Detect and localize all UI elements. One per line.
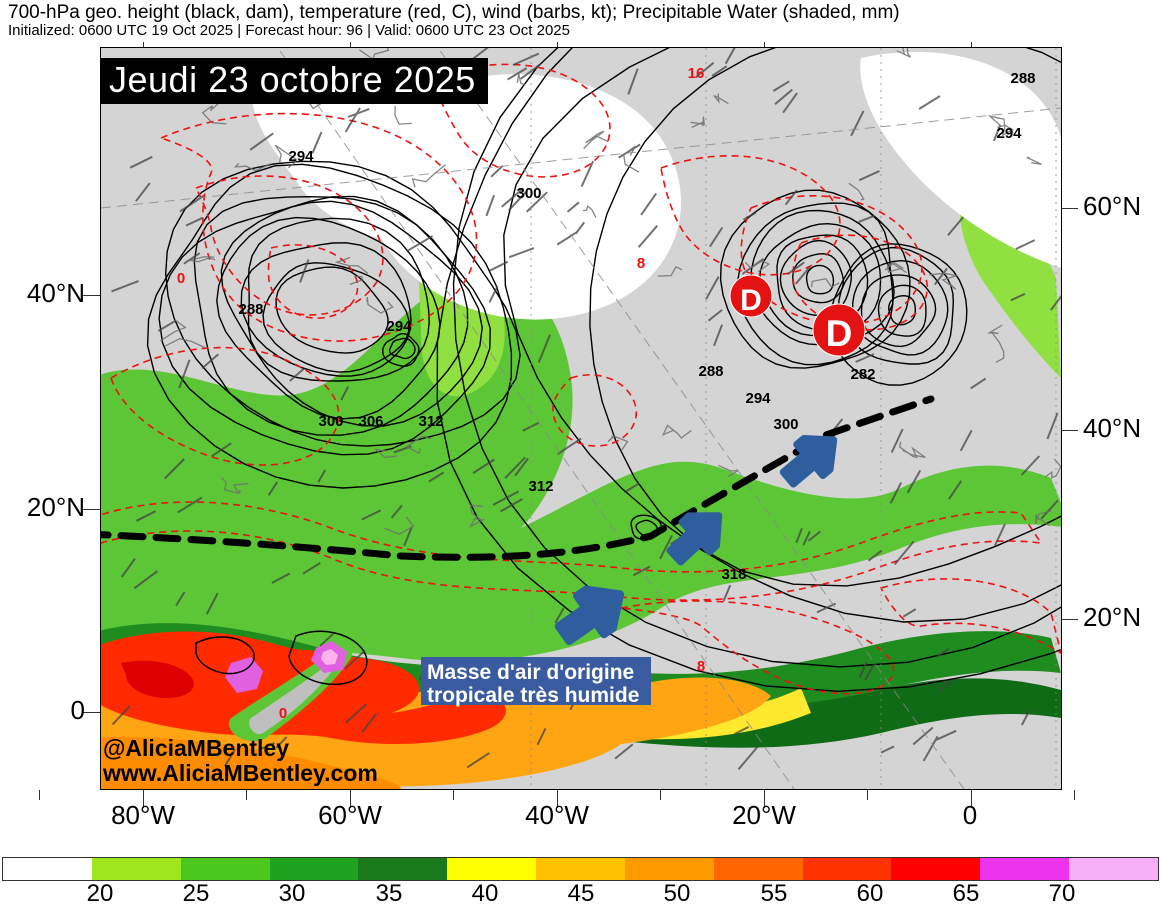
svg-text:16: 16: [688, 65, 705, 82]
svg-text:0: 0: [279, 705, 287, 722]
svg-text:288: 288: [698, 363, 723, 380]
svg-text:294: 294: [386, 318, 412, 335]
svg-text:318: 318: [721, 566, 746, 583]
svg-text:D: D: [826, 313, 853, 354]
svg-text:D: D: [740, 284, 762, 317]
svg-text:8: 8: [697, 658, 705, 675]
svg-text:288: 288: [1010, 70, 1035, 87]
svg-text:300: 300: [773, 416, 798, 433]
svg-text:0: 0: [177, 270, 185, 287]
svg-text:300: 300: [318, 413, 343, 430]
svg-text:294: 294: [745, 390, 771, 407]
svg-text:282: 282: [850, 366, 875, 383]
svg-text:294: 294: [288, 148, 314, 165]
svg-text:300: 300: [516, 185, 541, 202]
svg-text:288: 288: [238, 301, 263, 318]
svg-text:312: 312: [418, 413, 443, 430]
svg-text:306: 306: [358, 413, 383, 430]
svg-text:294: 294: [996, 125, 1022, 142]
svg-text:312: 312: [528, 478, 553, 495]
svg-text:8: 8: [637, 255, 645, 272]
